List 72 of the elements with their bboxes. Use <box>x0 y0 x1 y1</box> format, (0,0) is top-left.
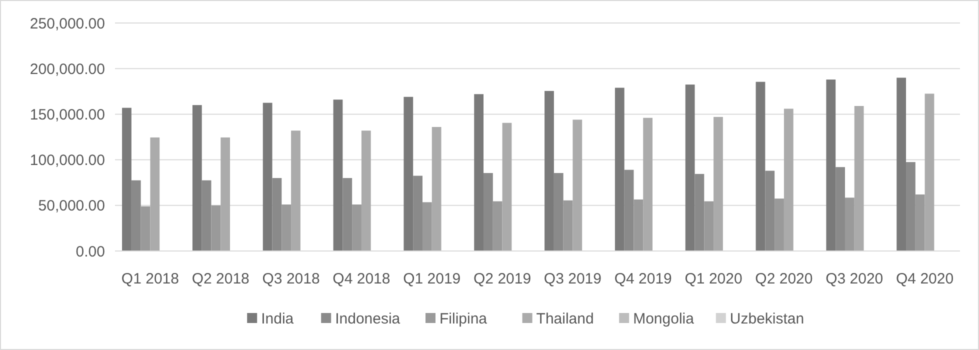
bar <box>836 167 845 251</box>
x-tick-label: Q1 2020 <box>684 270 742 288</box>
x-tick-label: Q4 2020 <box>896 270 954 288</box>
legend-label: Thailand <box>536 310 594 328</box>
bar <box>694 174 704 251</box>
bar <box>554 173 564 251</box>
x-tick-label: Q2 2019 <box>474 270 532 288</box>
bar <box>685 84 695 251</box>
bar <box>150 137 160 251</box>
bar <box>924 94 934 251</box>
y-tick-label: 0.00 <box>76 243 105 260</box>
bar <box>484 173 493 251</box>
bar <box>765 170 775 251</box>
bar <box>211 205 221 251</box>
x-tick-label: Q2 2020 <box>755 270 813 288</box>
bar <box>131 180 141 251</box>
bar <box>432 126 442 251</box>
bar <box>563 200 573 251</box>
bar <box>333 100 343 251</box>
bar <box>282 204 292 251</box>
bar <box>643 118 653 251</box>
bar <box>342 178 352 251</box>
legend-label: India <box>261 310 294 328</box>
bar <box>352 204 362 251</box>
bar <box>220 137 230 251</box>
bar <box>906 162 916 251</box>
bar <box>140 206 150 251</box>
x-tick-label: Q3 2018 <box>262 270 320 288</box>
legend-label: Mongolia <box>633 310 695 328</box>
bar <box>756 82 766 251</box>
bar <box>572 120 582 251</box>
bar <box>422 202 432 251</box>
bar <box>413 176 422 251</box>
bar <box>404 96 414 251</box>
bar <box>474 94 484 251</box>
bar <box>704 201 714 251</box>
x-tick-label: Q4 2018 <box>332 270 390 288</box>
bar <box>784 108 794 251</box>
bar <box>502 122 512 251</box>
y-tick-label: 50,000.00 <box>38 198 105 215</box>
legend-label: Uzbekistan <box>730 310 804 328</box>
x-tick-label: Q4 2019 <box>614 270 672 288</box>
bar <box>272 178 282 251</box>
bar <box>291 130 300 251</box>
bar <box>915 194 925 251</box>
legend-label: Indonesia <box>335 310 401 328</box>
x-tick-label: Q1 2018 <box>121 270 179 288</box>
bar <box>774 198 784 251</box>
bar <box>844 198 854 251</box>
bar <box>544 90 554 251</box>
bar <box>492 201 502 251</box>
bar <box>634 199 644 251</box>
y-tick-label: 250,000.00 <box>30 15 105 32</box>
bar <box>614 88 624 251</box>
bar <box>624 170 634 251</box>
bar <box>202 180 212 251</box>
x-tick-label: Q3 2020 <box>826 270 884 288</box>
bar <box>361 130 371 251</box>
bar <box>122 108 132 251</box>
legend-label: Filipina <box>440 310 488 328</box>
bar <box>262 102 272 251</box>
bar <box>714 116 723 251</box>
x-tick-label: Q1 2019 <box>403 270 461 288</box>
x-tick-label: Q3 2019 <box>544 270 602 288</box>
y-tick-label: 200,000.00 <box>30 60 105 78</box>
y-tick-label: 100,000.00 <box>30 152 105 170</box>
bar <box>896 78 906 251</box>
bar <box>854 106 864 251</box>
y-tick-label: 150,000.00 <box>30 106 105 124</box>
bar <box>192 105 202 251</box>
x-tick-label: Q2 2018 <box>192 270 250 288</box>
bar <box>826 80 836 251</box>
